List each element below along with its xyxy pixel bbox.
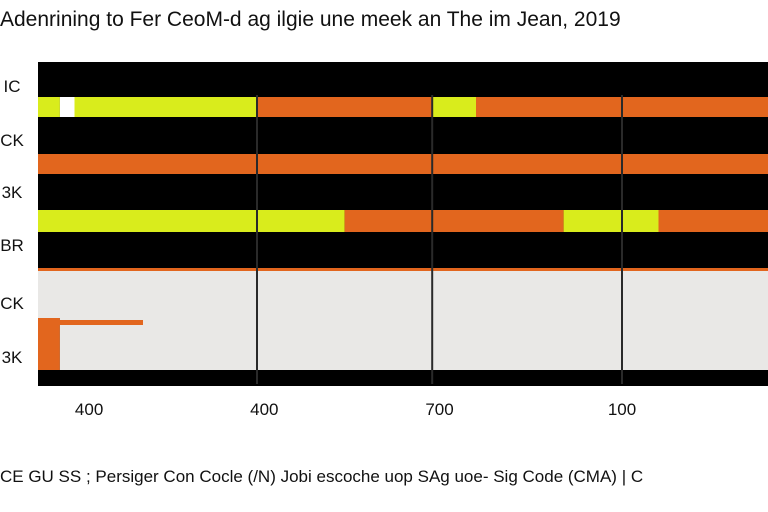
bar-segment-row-2-4 — [257, 97, 433, 117]
panel-marker-line — [38, 320, 143, 325]
bar-segment-row-2-5 — [432, 97, 476, 117]
bar-segment-row-5-1 — [38, 268, 768, 318]
bar-segment-row-4-5 — [622, 210, 659, 232]
y-tick-label: CK — [0, 294, 24, 313]
bar-segment-row-4-6 — [658, 210, 768, 232]
x-tick-label: 400 — [75, 400, 103, 419]
x-tick-label: 700 — [425, 400, 453, 419]
bar-segment-row-2-3 — [74, 97, 257, 117]
y-tick-label: CK — [0, 131, 24, 150]
bar-segment-row-2-2 — [59, 97, 75, 117]
bar-segment-row-6-2 — [59, 318, 768, 370]
y-tick-label: BR — [0, 236, 24, 255]
y-tick-label: 3K — [2, 348, 23, 367]
x-tick-label: 400 — [250, 400, 278, 419]
chart-footer: CE GU SS ; Persiger Con Cocle (/N) Jobi … — [0, 467, 644, 486]
y-tick-label: 3K — [2, 183, 23, 202]
panel-top-border — [38, 268, 768, 271]
bar-segment-row-4-3 — [344, 210, 564, 232]
x-tick-label: 100 — [608, 400, 636, 419]
bar-segment-row-4-4 — [563, 210, 622, 232]
bar-segment-row-2-1 — [38, 97, 60, 117]
bar-segment-row-4-1 — [38, 210, 257, 232]
bar-segment-row-4-2 — [257, 210, 345, 232]
y-tick-label: IC — [4, 77, 21, 96]
chart-title: Adenrining to Fer CeoM-d ag ilgie une me… — [0, 8, 621, 31]
bar-segment-row-3-1 — [38, 154, 768, 174]
bar-segment-row-6-1 — [38, 318, 60, 370]
